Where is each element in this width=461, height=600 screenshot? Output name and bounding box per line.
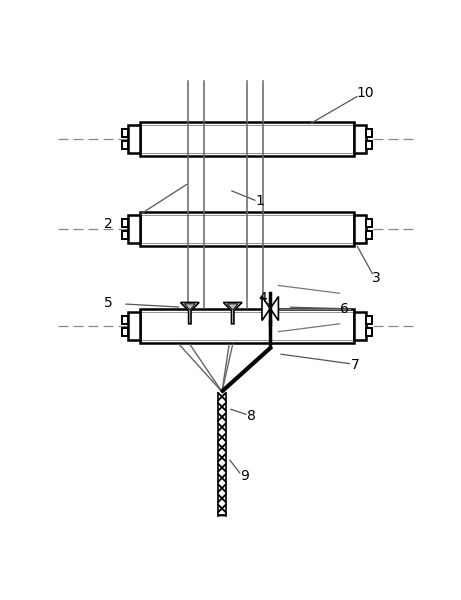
Text: 1: 1	[256, 194, 265, 208]
Bar	[122, 316, 128, 324]
Polygon shape	[181, 302, 199, 324]
Text: 10: 10	[356, 86, 373, 100]
Bar	[122, 141, 128, 149]
Bar	[128, 125, 140, 153]
Bar	[354, 215, 366, 243]
Bar	[354, 312, 366, 340]
Text: 7: 7	[350, 358, 359, 373]
Bar	[122, 231, 128, 239]
Bar	[128, 312, 140, 340]
Polygon shape	[227, 304, 238, 310]
Bar	[366, 316, 372, 324]
Bar	[122, 328, 128, 336]
Text: 6: 6	[340, 302, 349, 316]
Bar	[140, 212, 354, 247]
Bar	[140, 215, 354, 243]
Bar	[140, 122, 354, 157]
Polygon shape	[224, 302, 242, 324]
Text: 8: 8	[247, 409, 256, 423]
Bar	[366, 129, 372, 137]
Bar	[366, 328, 372, 336]
Text: 9: 9	[240, 469, 249, 483]
Bar	[122, 129, 128, 137]
Bar	[128, 215, 140, 243]
Polygon shape	[184, 304, 195, 310]
Bar	[366, 219, 372, 227]
Polygon shape	[270, 296, 278, 320]
Text: 5: 5	[104, 296, 113, 310]
Bar	[366, 231, 372, 239]
Bar	[140, 125, 354, 152]
Bar	[140, 313, 354, 340]
Text: 3: 3	[372, 271, 381, 284]
Bar	[354, 125, 366, 153]
Bar	[122, 219, 128, 227]
Polygon shape	[262, 296, 270, 320]
Bar	[366, 141, 372, 149]
Text: 4: 4	[259, 292, 267, 305]
Text: 2: 2	[104, 217, 113, 232]
Bar	[140, 309, 354, 343]
